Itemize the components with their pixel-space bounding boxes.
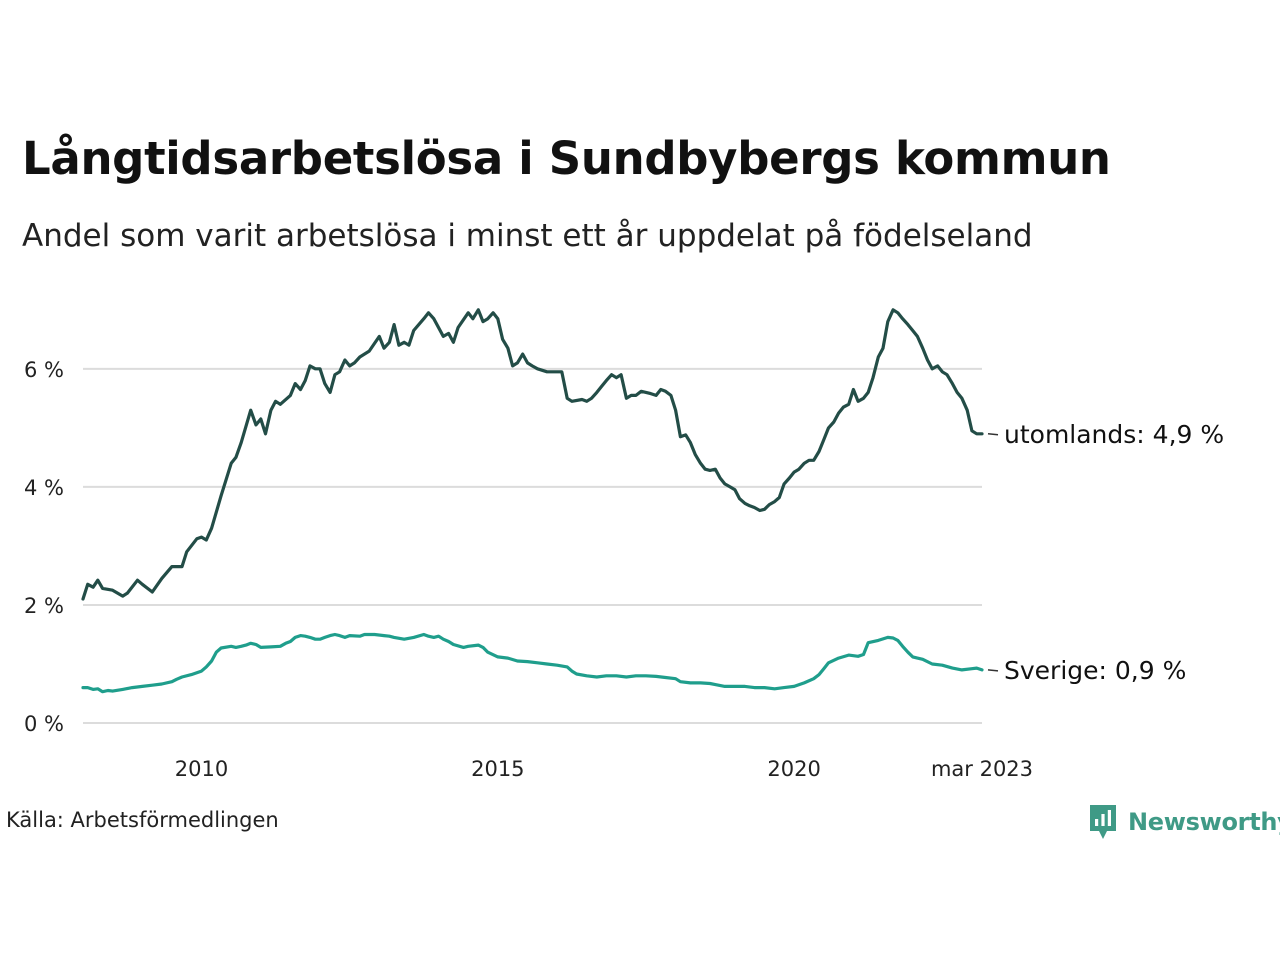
- line-chart: 0 % 2 % 4 % 6 % 2010 2015 2020 mar 2023 utomla…: [24, 308, 1224, 781]
- series-end-labels: utomlands: 4,9 % Sverige: 0,9 %: [987, 420, 1224, 685]
- newsworthy-logo[interactable]: Newsworthy: [1088, 802, 1280, 842]
- source-note: Källa: Arbetsförmedlingen: [6, 808, 279, 832]
- y-tick-label: 4 %: [24, 476, 64, 500]
- x-tick-label: mar 2023: [931, 757, 1033, 781]
- y-tick-label: 2 %: [24, 594, 64, 618]
- x-axis: 2010 2015 2020 mar 2023: [175, 757, 1033, 781]
- x-tick-label: 2020: [767, 757, 820, 781]
- series-line-sverige: [81, 632, 984, 694]
- x-tick-label: 2015: [471, 757, 524, 781]
- gridlines: [83, 367, 982, 724]
- brand-name: Newsworthy: [1128, 808, 1280, 836]
- y-axis: 0 % 2 % 4 % 6 %: [24, 358, 64, 736]
- newsworthy-bar-chart-icon: [1090, 805, 1116, 839]
- chart-subtitle: Andel som varit arbetslösa i minst ett å…: [22, 218, 1033, 254]
- series-end-label: Sverige: 0,9 %: [1004, 656, 1186, 685]
- series-line-utomlands: [81, 308, 984, 601]
- x-tick-label: 2010: [175, 757, 228, 781]
- series-lines: [81, 308, 984, 694]
- label-leader-line: [987, 433, 999, 436]
- label-leader-line: [987, 669, 999, 672]
- chart-title: Långtidsarbetslösa i Sundbybergs kommun: [22, 132, 1111, 185]
- y-tick-label: 6 %: [24, 358, 64, 382]
- series-end-label: utomlands: 4,9 %: [1004, 420, 1224, 449]
- y-tick-label: 0 %: [24, 712, 64, 736]
